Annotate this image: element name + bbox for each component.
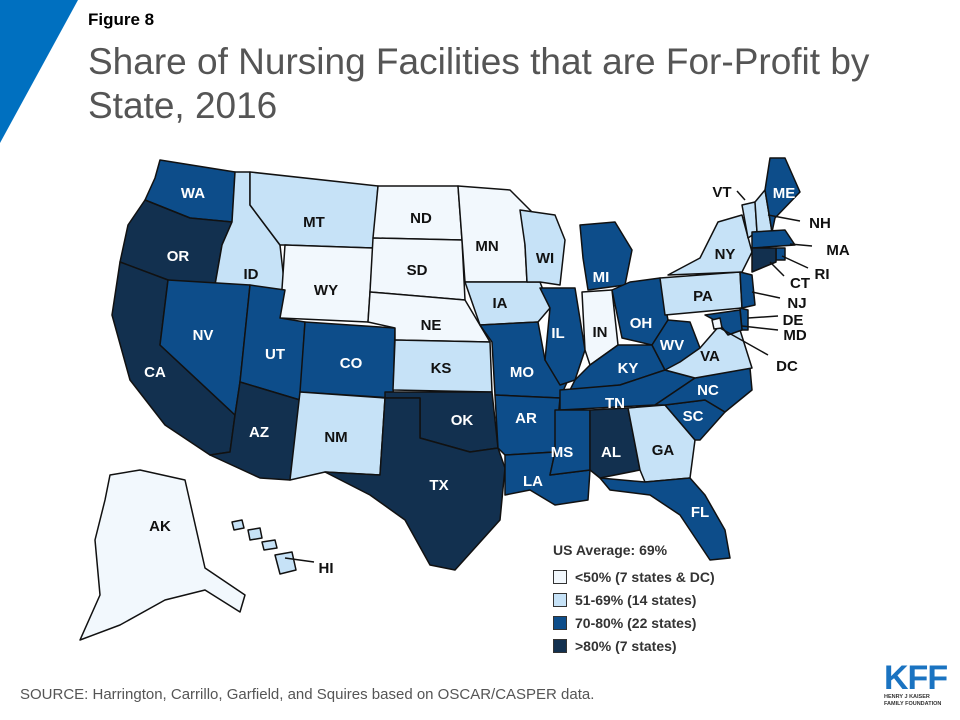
state-label-nj: NJ xyxy=(787,295,806,312)
legend-item-gt80: >80% (7 states) xyxy=(553,634,715,657)
state-hi[interactable] xyxy=(231,519,297,575)
legend-label: 70-80% (22 states) xyxy=(575,614,697,631)
state-label-ar: AR xyxy=(515,410,537,427)
state-label-md: MD xyxy=(783,327,806,344)
state-wi[interactable] xyxy=(519,209,566,286)
state-dc[interactable] xyxy=(711,317,723,330)
state-label-ms: MS xyxy=(551,444,574,461)
state-ak[interactable] xyxy=(79,469,246,641)
state-label-pa: PA xyxy=(693,288,713,305)
state-label-de: DE xyxy=(783,312,804,329)
state-label-ca: CA xyxy=(144,364,166,381)
state-ia[interactable] xyxy=(464,281,551,326)
state-label-ga: GA xyxy=(652,442,675,459)
logo-subtitle-2: FAMILY FOUNDATION xyxy=(884,701,942,707)
state-nj[interactable] xyxy=(739,271,756,309)
legend-swatch xyxy=(553,615,567,630)
state-label-nc: NC xyxy=(697,382,719,399)
state-label-vt: VT xyxy=(712,184,731,201)
legend-swatch xyxy=(553,592,567,607)
state-label-dc: DC xyxy=(776,358,798,375)
page-title: Share of Nursing Facilities that are For… xyxy=(88,41,870,126)
state-label-oh: OH xyxy=(630,315,653,332)
state-al[interactable] xyxy=(589,407,641,479)
state-label-nv: NV xyxy=(193,327,214,344)
state-label-sd: SD xyxy=(407,262,428,279)
legend-swatch xyxy=(553,638,567,653)
state-label-me: ME xyxy=(773,185,796,202)
legend-item-51-69: 51-69% (14 states) xyxy=(553,588,715,611)
state-label-tn: TN xyxy=(605,395,625,412)
state-label-va: VA xyxy=(700,348,720,365)
legend-label: 51-69% (14 states) xyxy=(575,591,697,608)
state-wv[interactable] xyxy=(651,319,701,371)
legend-item-70-80: 70-80% (22 states) xyxy=(553,611,715,634)
legend: US Average: 69% <50% (7 states & DC) 51-… xyxy=(553,542,715,657)
state-label-co: CO xyxy=(340,355,363,372)
legend-label: >80% (7 states) xyxy=(575,637,677,654)
state-il[interactable] xyxy=(539,287,586,386)
state-label-ak: AK xyxy=(149,518,171,535)
state-label-wa: WA xyxy=(181,185,205,202)
state-label-la: LA xyxy=(523,473,543,490)
state-label-fl: FL xyxy=(691,504,709,521)
state-label-ky: KY xyxy=(618,360,639,377)
state-label-nd: ND xyxy=(410,210,432,227)
state-label-ok: OK xyxy=(451,412,474,429)
logo-wordmark: KFF xyxy=(884,659,948,697)
state-label-il: IL xyxy=(551,325,564,342)
state-ma[interactable] xyxy=(751,229,796,249)
legend-item-lt50: <50% (7 states & DC) xyxy=(553,565,715,588)
state-label-hi: HI xyxy=(319,560,334,577)
state-label-az: AZ xyxy=(249,424,269,441)
state-label-tx: TX xyxy=(429,477,448,494)
state-label-ia: IA xyxy=(493,295,508,312)
state-tx[interactable] xyxy=(324,397,506,571)
state-label-wv: WV xyxy=(660,337,684,354)
state-label-id: ID xyxy=(244,266,259,283)
state-label-ks: KS xyxy=(431,360,452,377)
state-label-ny: NY xyxy=(715,246,736,263)
figure-label: Figure 8 xyxy=(88,10,155,29)
state-label-ut: UT xyxy=(265,346,285,363)
state-label-nh: NH xyxy=(809,215,831,232)
state-label-ct: CT xyxy=(790,275,810,292)
state-label-in: IN xyxy=(593,324,608,341)
state-label-wi: WI xyxy=(536,250,554,267)
state-label-wy: WY xyxy=(314,282,338,299)
state-label-mt: MT xyxy=(303,214,325,231)
state-ny[interactable] xyxy=(667,214,753,276)
state-label-mi: MI xyxy=(593,269,610,286)
legend-label: <50% (7 states & DC) xyxy=(575,568,715,585)
state-label-nm: NM xyxy=(324,429,347,446)
source-note: SOURCE: Harrington, Carrillo, Garfield, … xyxy=(20,686,595,703)
kff-logo: KFF HENRY J KAISER FAMILY FOUNDATION xyxy=(884,659,954,708)
state-ms[interactable] xyxy=(549,409,591,476)
state-ri[interactable] xyxy=(775,247,786,261)
state-label-or: OR xyxy=(167,248,190,265)
state-label-al: AL xyxy=(601,444,621,461)
state-label-ne: NE xyxy=(421,317,442,334)
legend-title: US Average: 69% xyxy=(553,542,668,558)
corner-accent-triangle xyxy=(0,0,78,143)
state-label-mo: MO xyxy=(510,364,534,381)
state-label-ma: MA xyxy=(826,242,849,259)
state-label-sc: SC xyxy=(683,408,704,425)
state-label-ri: RI xyxy=(815,266,830,283)
legend-swatch xyxy=(553,569,567,584)
state-ct[interactable] xyxy=(751,247,777,273)
logo-subtitle-1: HENRY J KAISER xyxy=(884,694,930,700)
state-label-mn: MN xyxy=(475,238,498,255)
state-fl[interactable] xyxy=(599,477,731,561)
